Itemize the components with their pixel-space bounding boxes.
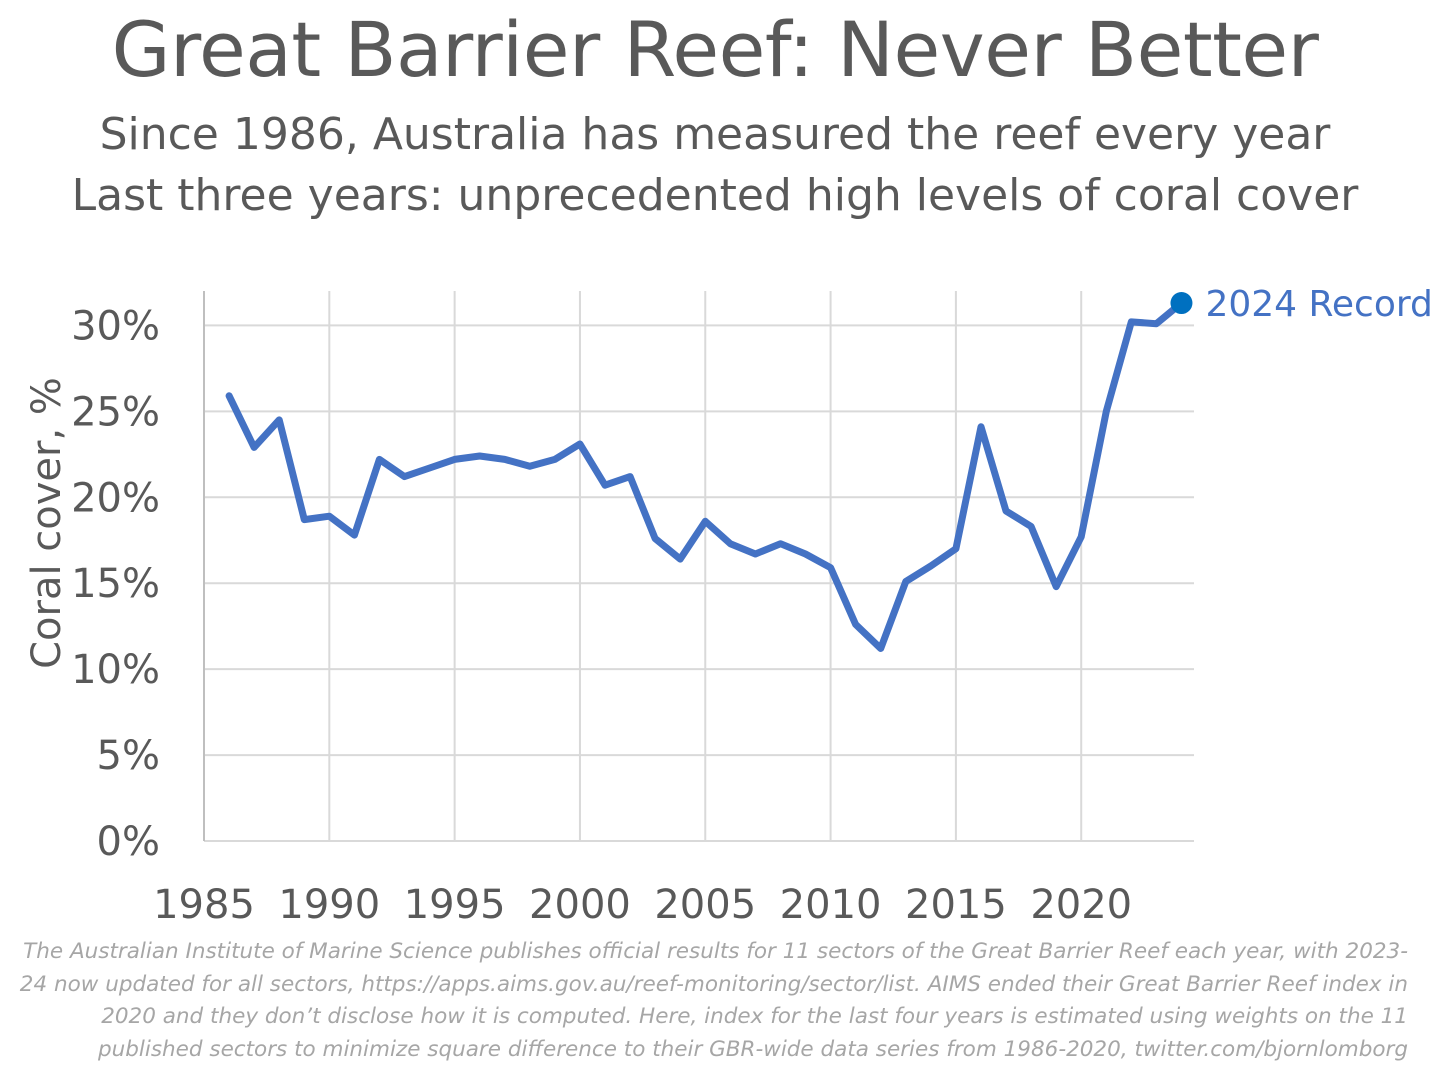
y-tick-label: 0% — [97, 819, 160, 865]
x-tick-label: 2010 — [780, 882, 882, 928]
x-tick-label: 1985 — [153, 882, 255, 928]
annotation-group: 2024 Record — [1170, 284, 1430, 325]
y-tick-label: 10% — [71, 647, 160, 693]
y-tick-labels: 0% 5% 10% 15% 20% 25% 30% — [71, 303, 160, 865]
chart-subtitle-line-2: Last three years: unprecedented high lev… — [71, 170, 1359, 221]
x-tick-label: 1995 — [404, 882, 506, 928]
x-tick-label: 1990 — [278, 882, 380, 928]
x-tick-label: 2005 — [654, 882, 756, 928]
y-tick-label: 5% — [97, 733, 160, 779]
footnote: The Australian Institute of Marine Scien… — [19, 939, 1408, 1062]
x-tick-label: 2015 — [905, 882, 1007, 928]
y-tick-label: 25% — [71, 389, 160, 435]
record-label: 2024 Record — [1205, 284, 1430, 325]
y-tick-label: 20% — [71, 475, 160, 521]
x-tick-label: 2000 — [529, 882, 631, 928]
y-tick-label: 30% — [71, 303, 160, 349]
x-tick-label: 2020 — [1030, 882, 1132, 928]
chart-title: Great Barrier Reef: Never Better — [111, 5, 1319, 94]
gridlines — [203, 291, 1194, 842]
y-tick-label: 15% — [71, 561, 160, 607]
record-marker — [1170, 292, 1193, 315]
chart-subtitle-line-1: Since 1986, Australia has measured the r… — [99, 109, 1331, 160]
y-axis-label: Coral cover, % — [24, 377, 70, 669]
series-line-group — [225, 299, 1185, 652]
x-tick-labels: 1985 1990 1995 2000 2005 2010 2015 2020 — [153, 882, 1132, 928]
